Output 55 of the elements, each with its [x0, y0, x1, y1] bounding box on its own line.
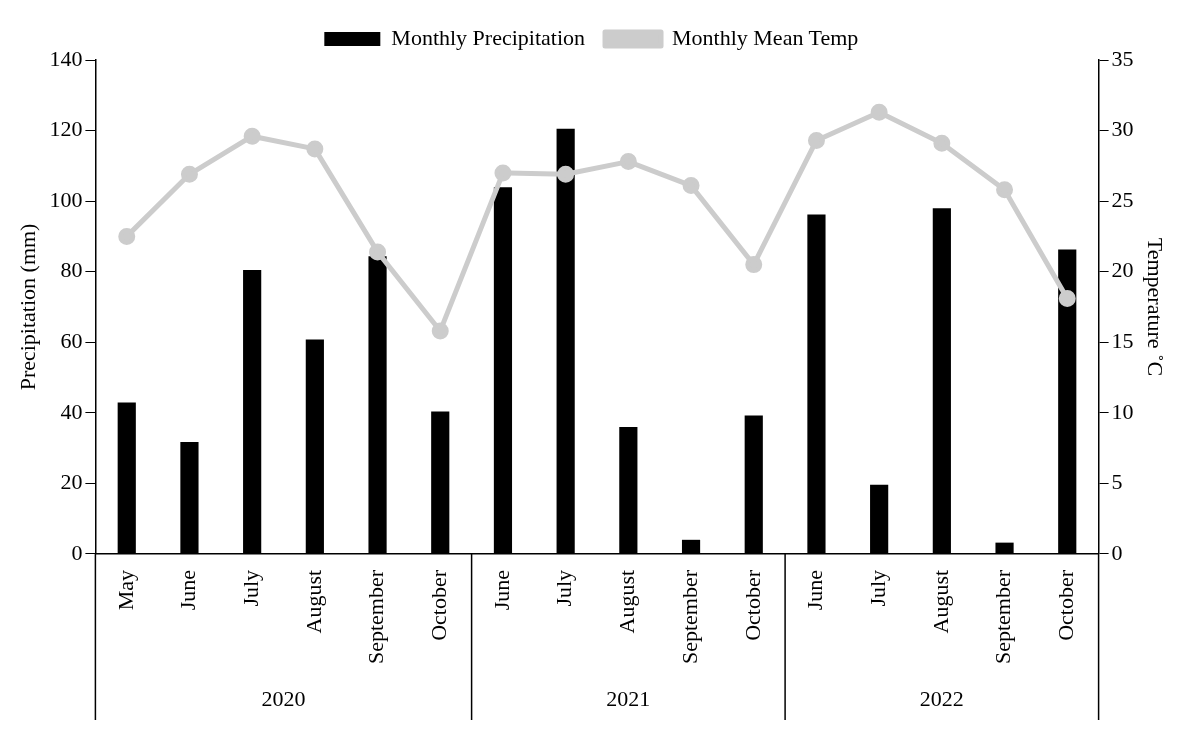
point: [557, 165, 575, 183]
x-tick-label: July: [864, 569, 890, 607]
point: [870, 103, 888, 121]
point: [180, 165, 198, 183]
x-tick-label: October: [1053, 569, 1079, 641]
y-tick-label: 40: [60, 398, 83, 424]
x-tick-label: September: [676, 569, 702, 665]
y-tick-label: 0: [71, 539, 83, 565]
x-tick-label: September: [363, 569, 389, 665]
point: [118, 227, 136, 245]
y-tick-label: 20: [60, 469, 83, 495]
point: [682, 177, 700, 195]
y-tick-label: 120: [49, 116, 83, 142]
legend-label: Monthly Precipitation: [391, 24, 586, 50]
point: [807, 131, 825, 149]
y2-axis-title: Temperature ˚C: [1143, 237, 1169, 377]
point: [996, 181, 1014, 199]
x-tick-label: June: [175, 569, 201, 611]
x-tick-label: August: [614, 569, 640, 634]
y2-tick-label: 5: [1111, 469, 1123, 495]
y2-tick-label: 0: [1111, 539, 1123, 565]
point: [619, 153, 637, 171]
x-tick-label: July: [551, 569, 577, 607]
text: 2020: [261, 685, 306, 711]
point: [1058, 289, 1076, 307]
y-tick-label: 60: [60, 328, 83, 354]
x-tick-label: September: [990, 569, 1016, 665]
point: [369, 243, 387, 261]
x-tick-label: May: [112, 569, 138, 611]
x-tick-label: August: [927, 569, 953, 634]
x-tick-label: June: [488, 569, 514, 611]
y2-tick-label: 15: [1111, 328, 1134, 354]
y2-tick-label: 10: [1111, 398, 1134, 424]
x-tick-label: July: [237, 569, 263, 607]
x-tick-label: October: [739, 569, 765, 641]
point: [306, 140, 324, 158]
x-tick-label: October: [426, 569, 452, 641]
y2-tick-label: 25: [1111, 186, 1134, 212]
text: 2021: [606, 685, 651, 711]
y-tick-label: 140: [49, 45, 83, 71]
y2-tick-label: 30: [1111, 116, 1134, 142]
legend-label: Monthly Mean Temp: [672, 24, 859, 50]
point: [431, 322, 449, 340]
point: [494, 164, 512, 182]
x-tick-label: June: [802, 569, 828, 611]
point: [933, 134, 951, 152]
y2-tick-label: 20: [1111, 257, 1134, 283]
y-tick-label: 100: [49, 186, 83, 212]
y-tick-label: 80: [60, 257, 83, 283]
point: [745, 256, 763, 274]
y2-tick-label: 35: [1111, 45, 1134, 71]
x-tick-label: August: [300, 569, 326, 634]
text: 2022: [919, 685, 964, 711]
point: [243, 127, 261, 145]
y-axis-title: Precipitation (mm): [14, 223, 40, 391]
